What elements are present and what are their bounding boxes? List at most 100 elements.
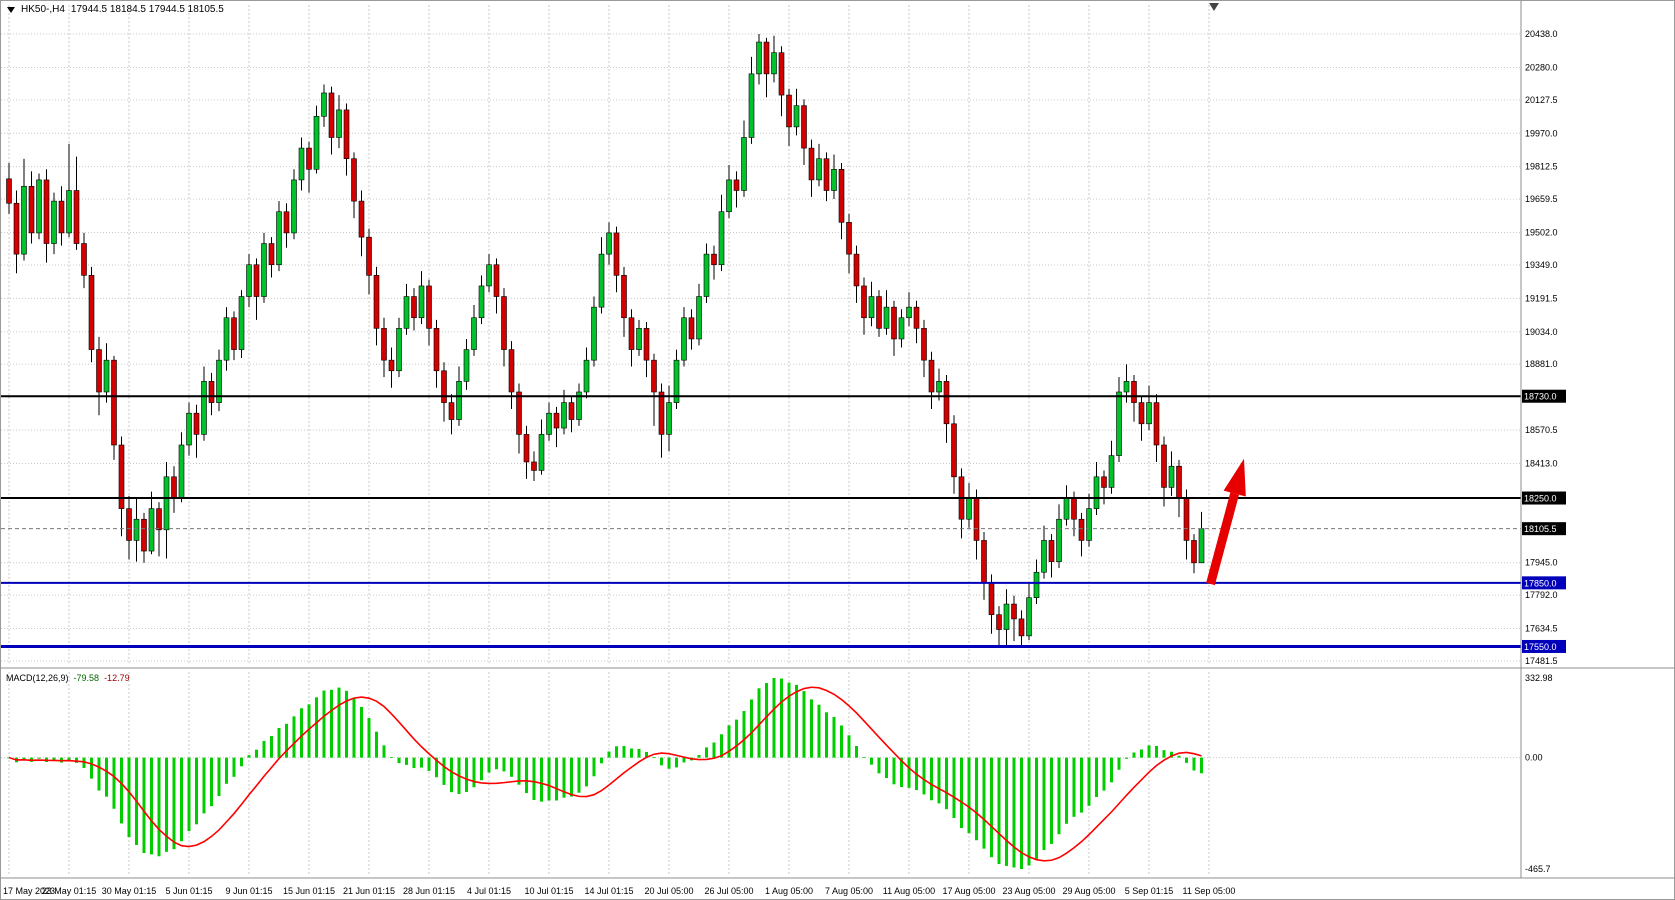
candle-body: [103, 359, 110, 393]
macd-bar: [682, 757, 686, 763]
macd-bar: [517, 757, 521, 785]
date-label: 5 Jun 01:15: [165, 886, 212, 896]
macd-bar: [1140, 749, 1143, 758]
macd-bar: [382, 745, 386, 758]
macd-bar: [862, 757, 866, 759]
macd-bar: [667, 757, 671, 769]
symbol-dropdown-icon[interactable]: [7, 6, 15, 13]
candle-body: [546, 412, 552, 435]
candle-body: [373, 275, 380, 329]
macd-bar: [217, 757, 221, 797]
candle-body: [358, 200, 365, 238]
price-tag[interactable]: [1522, 389, 1566, 403]
candle-body: [396, 328, 402, 372]
candle-body: [276, 211, 282, 266]
macd-bar: [90, 757, 93, 779]
candle-body: [28, 185, 35, 234]
macd-bar: [592, 757, 596, 777]
macd-bar: [780, 678, 783, 758]
candle-body: [471, 317, 477, 350]
candle-body: [823, 158, 830, 191]
macd-signal-value: -12.79: [104, 673, 130, 683]
trend-arrow-head[interactable]: [1223, 458, 1246, 497]
macd-bar: [472, 757, 476, 788]
price-tag[interactable]: [1522, 522, 1566, 536]
macd-bar: [997, 757, 1001, 865]
macd-bar: [750, 699, 753, 758]
price-tick-label: 17792.0: [1525, 590, 1558, 600]
date-label: 14 Jul 01:15: [584, 886, 633, 896]
macd-bar: [315, 697, 318, 758]
candle-body: [1018, 618, 1025, 637]
macd-bar: [1147, 745, 1151, 758]
macd-bar: [555, 757, 558, 801]
macd-bar: [255, 749, 258, 758]
candle-body: [763, 41, 770, 75]
macd-bar: [435, 757, 438, 778]
candle-body: [898, 317, 905, 340]
macd-bar: [322, 690, 326, 758]
macd-bar: [892, 757, 896, 785]
macd-bar: [697, 755, 701, 758]
trend-arrow-shaft[interactable]: [1206, 492, 1240, 586]
macd-bar: [390, 757, 393, 758]
candle-body: [313, 115, 320, 170]
candle-body: [673, 359, 680, 403]
candle-body: [568, 402, 575, 420]
candle-body: [531, 461, 537, 471]
candle-body: [148, 508, 155, 552]
candle-body: [561, 402, 567, 429]
macd-bar: [832, 716, 836, 758]
candle-body: [246, 264, 252, 297]
macd-bar: [547, 757, 551, 801]
price-tick-label: 18413.0: [1525, 458, 1558, 468]
date-label: 15 Jun 01:15: [283, 886, 335, 896]
macd-bar: [285, 723, 288, 758]
candle-body: [688, 317, 695, 340]
macd-bar: [367, 718, 371, 758]
price-tag-label: 17550.0: [1524, 642, 1557, 652]
candle-body: [613, 232, 620, 276]
candle-body: [793, 105, 800, 128]
candle-body: [1168, 465, 1175, 488]
price-tag[interactable]: [1522, 491, 1566, 505]
macd-bar: [1080, 757, 1083, 813]
candle-body: [1123, 381, 1130, 393]
macd-bar: [960, 757, 963, 829]
candle-body: [1176, 465, 1182, 499]
price-tag[interactable]: [1522, 639, 1566, 653]
candle-body: [628, 317, 635, 350]
macd-name: MACD(12,26,9): [6, 673, 69, 683]
macd-bar: [247, 755, 251, 758]
macd-bar: [975, 757, 978, 841]
date-label: 29 Aug 05:00: [1062, 886, 1115, 896]
macd-bar: [847, 735, 851, 758]
candle-body: [1078, 518, 1085, 541]
candle-body: [21, 185, 27, 255]
macd-bar: [622, 745, 626, 758]
candle-body: [463, 349, 470, 382]
candle-body: [328, 92, 335, 138]
candle-body: [456, 381, 462, 420]
price-tag[interactable]: [1522, 576, 1566, 590]
macd-bar: [1012, 757, 1016, 868]
candle-body: [403, 296, 410, 329]
chart-shift-marker[interactable]: [1209, 3, 1219, 11]
macd-bar: [1125, 757, 1128, 759]
macd-bar: [52, 757, 56, 761]
macd-bar: [907, 757, 911, 788]
candle-body: [516, 391, 522, 435]
macd-bar: [525, 757, 528, 794]
macd-bar: [870, 757, 873, 765]
candle-body: [1056, 518, 1062, 562]
candle-body: [208, 381, 215, 403]
macd-bar: [562, 757, 566, 798]
price-tick-label: 19191.5: [1525, 293, 1558, 303]
macd-bar: [487, 757, 491, 773]
candle-body: [786, 94, 792, 128]
candle-body: [88, 275, 95, 350]
macd-axis-label: -465.7: [1525, 864, 1551, 874]
candle-body: [118, 444, 125, 509]
macd-bar: [1117, 757, 1121, 770]
